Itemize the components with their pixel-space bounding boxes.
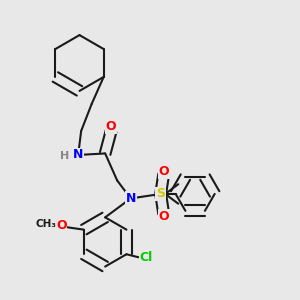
Text: H: H [60, 152, 69, 161]
Text: O: O [56, 219, 67, 232]
Text: N: N [125, 192, 136, 205]
Text: O: O [158, 165, 169, 178]
Text: O: O [158, 210, 169, 223]
Text: S: S [156, 188, 165, 200]
Text: CH₃: CH₃ [36, 219, 57, 229]
Text: Cl: Cl [139, 251, 153, 264]
Text: O: O [106, 120, 116, 133]
Text: N: N [73, 148, 83, 161]
